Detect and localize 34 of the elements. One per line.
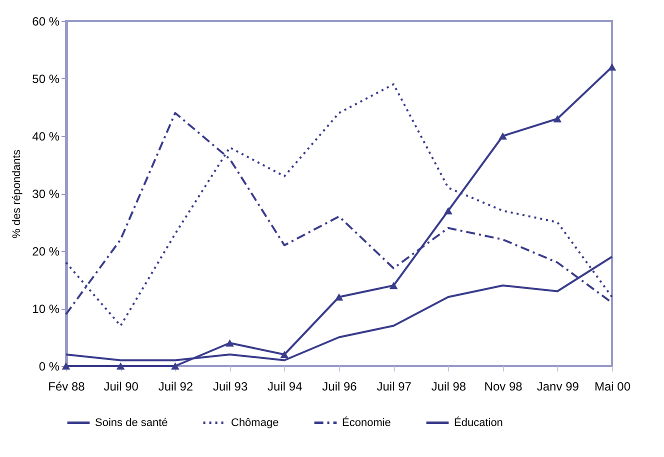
point bbox=[116, 362, 125, 370]
legend-label: Éducation bbox=[454, 416, 503, 429]
x-tick-label: Nov 98 bbox=[484, 380, 523, 394]
y-tick-label: 30 % bbox=[32, 187, 60, 201]
point bbox=[389, 282, 398, 290]
legend-label: Soins de santé bbox=[95, 416, 168, 429]
point bbox=[498, 132, 507, 140]
x-tick-label: Juil 96 bbox=[322, 380, 358, 394]
x-tick-label: Janv 99 bbox=[536, 380, 580, 394]
legend-label: Chômage bbox=[231, 416, 279, 429]
point bbox=[334, 293, 344, 301]
x-tick-label: Juil 90 bbox=[104, 380, 139, 394]
y-tick-label: 60 % bbox=[32, 14, 60, 28]
y-tick-label: 10 % bbox=[32, 302, 60, 316]
y-tick-label: 50 % bbox=[32, 72, 60, 86]
point bbox=[444, 207, 452, 214]
x-tick-label: Juil 92 bbox=[158, 380, 194, 394]
x-tick-label: Mai 00 bbox=[594, 380, 631, 394]
point bbox=[280, 350, 289, 358]
x-tick-label: Juil 93 bbox=[212, 380, 248, 394]
y-tick-label: 40 % bbox=[32, 130, 60, 144]
x-tick-label: Juil 98 bbox=[431, 380, 466, 394]
legend-label: Économie bbox=[342, 416, 391, 429]
x-tick-label: Fév 88 bbox=[48, 380, 86, 394]
y-axis-title: % des répondants bbox=[11, 149, 24, 238]
y-tick-label: 20 % bbox=[32, 244, 60, 258]
point bbox=[62, 362, 70, 370]
point bbox=[171, 362, 180, 370]
point bbox=[553, 115, 562, 122]
point bbox=[608, 63, 616, 71]
point bbox=[226, 339, 234, 347]
y-tick-label: 0 % bbox=[38, 360, 60, 374]
x-tick-label: Juil 97 bbox=[376, 380, 412, 394]
x-tick-label: Juil 94 bbox=[268, 380, 303, 394]
